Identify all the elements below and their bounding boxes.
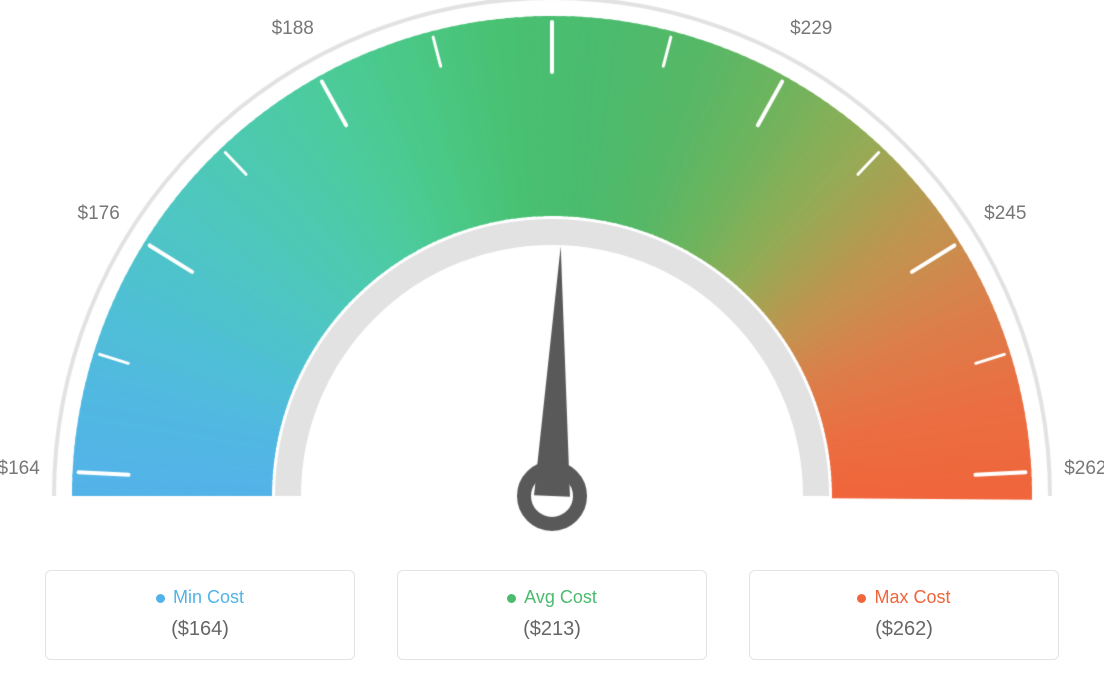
gauge-tick-label: $188 bbox=[272, 18, 314, 40]
legend-title-max: Max Cost bbox=[750, 587, 1058, 608]
gauge-canvas bbox=[0, 0, 1104, 540]
legend-card-max: Max Cost ($262) bbox=[749, 570, 1059, 660]
gauge-tick-label: $176 bbox=[78, 203, 120, 225]
gauge-chart: $164$176$188$213$229$245$262 bbox=[0, 0, 1104, 540]
legend-value-max: ($262) bbox=[750, 618, 1058, 641]
gauge-tick-label: $245 bbox=[984, 203, 1026, 225]
legend-card-min: Min Cost ($164) bbox=[45, 570, 355, 660]
dot-icon bbox=[507, 594, 516, 603]
dot-icon bbox=[156, 594, 165, 603]
dot-icon bbox=[857, 594, 866, 603]
legend-card-avg: Avg Cost ($213) bbox=[397, 570, 707, 660]
legend-title-text: Max Cost bbox=[874, 587, 950, 607]
legend-title-avg: Avg Cost bbox=[398, 587, 706, 608]
legend-title-min: Min Cost bbox=[46, 587, 354, 608]
legend-row: Min Cost ($164) Avg Cost ($213) Max Cost… bbox=[0, 540, 1104, 660]
legend-value-avg: ($213) bbox=[398, 618, 706, 641]
gauge-tick-label: $229 bbox=[790, 18, 832, 40]
legend-title-text: Avg Cost bbox=[524, 587, 597, 607]
legend-title-text: Min Cost bbox=[173, 587, 244, 607]
gauge-tick-label: $164 bbox=[0, 458, 40, 480]
legend-value-min: ($164) bbox=[46, 618, 354, 641]
gauge-tick-label: $262 bbox=[1064, 458, 1104, 480]
